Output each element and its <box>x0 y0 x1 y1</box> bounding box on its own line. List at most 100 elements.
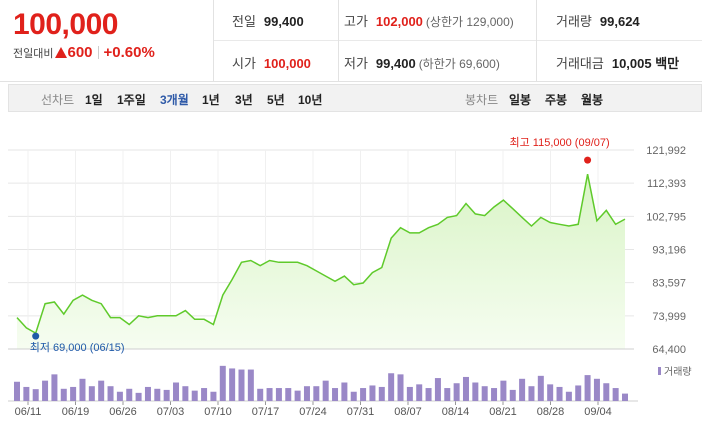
price-chart: 121,992 112,393 102,795 93,196 83,597 73,999 6… <box>0 112 702 436</box>
amount-label: 거래대금 <box>556 56 604 71</box>
volume-value: 99,624 <box>599 14 640 29</box>
x-tick-label: 07/31 <box>347 406 375 418</box>
period-1d[interactable]: 1일 <box>85 93 103 107</box>
period-5y[interactable]: 5년 <box>267 93 285 107</box>
volume-bar <box>388 373 395 401</box>
volume-bar <box>472 382 479 401</box>
volume-bar <box>397 374 404 401</box>
volume-bar <box>70 386 77 401</box>
candle-weekly[interactable]: 주봉 <box>545 93 568 107</box>
price-change: 전일대비 600 +0.60% <box>13 44 155 62</box>
volume-bar <box>612 388 619 401</box>
current-price: 100,000 <box>13 8 118 41</box>
volume-bar <box>126 388 133 401</box>
change-label: 전일대비 <box>13 48 54 60</box>
x-tick-label: 08/28 <box>537 406 565 418</box>
volume-bar <box>360 388 367 401</box>
volume-bar <box>173 382 180 401</box>
period-3y[interactable]: 3년 <box>235 93 253 107</box>
period-10y[interactable]: 10년 <box>298 93 323 107</box>
volume-bar <box>191 390 198 401</box>
column-divider <box>536 0 537 82</box>
period-3m[interactable]: 3개월 <box>160 93 189 107</box>
prev-close-label: 전일 <box>232 14 256 29</box>
volume-bar <box>481 386 488 401</box>
price-area <box>17 174 625 349</box>
open-value: 100,000 <box>263 56 311 71</box>
volume-bar <box>622 393 628 401</box>
x-tick-label: 07/24 <box>299 406 327 418</box>
volume-bar <box>303 386 310 401</box>
price-chart-svg: 121,992 112,393 102,795 93,196 83,597 73,999 6… <box>8 136 692 418</box>
volume-bar <box>210 391 217 401</box>
y-tick-label: 64,400 <box>652 344 686 356</box>
volume-bar <box>509 389 516 401</box>
volume-bar <box>519 378 526 401</box>
y-tick-label: 93,196 <box>652 245 686 257</box>
volume-bar <box>219 365 226 401</box>
y-tick-label: 112,393 <box>647 178 686 190</box>
volume-bar <box>537 375 544 401</box>
period-selector: 선차트 1일 1주일 3개월 1년 3년 5년 10년 봉차트 일봉 주봉 월봉 <box>8 84 702 112</box>
volume-bar <box>350 391 357 401</box>
prev-close-value: 99,400 <box>263 14 304 29</box>
low-stat: 저가 99,400 (하한가 69,600) <box>344 53 500 72</box>
volume-bar <box>565 391 572 401</box>
volume-bar <box>229 368 236 401</box>
volume-bar <box>369 385 376 401</box>
amount-stat: 거래대금 10,005 백만 <box>556 53 679 72</box>
candle-monthly[interactable]: 월봉 <box>581 93 604 107</box>
volume-bar <box>547 384 554 401</box>
period-1w[interactable]: 1주일 <box>117 93 146 107</box>
volume-bar <box>88 386 95 401</box>
volume-bar <box>144 386 151 401</box>
volume-bar <box>182 386 189 401</box>
quote-summary: 100,000 전일대비 600 +0.60% 전일 99,400 고가 102,000… <box>0 0 702 82</box>
x-tick-label: 08/21 <box>489 406 517 418</box>
high-stat: 고가 102,000 (상한가 129,000) <box>344 11 514 30</box>
x-tick-label: 07/10 <box>204 406 232 418</box>
volume-bar <box>135 392 142 401</box>
divider <box>97 46 99 59</box>
lower-limit: (하한가 69,600) <box>418 57 500 71</box>
volume-label: 거래량 <box>556 14 592 29</box>
low-marker <box>32 332 40 340</box>
low-label: 저가 <box>344 56 368 71</box>
volume-bar <box>238 369 245 401</box>
volume-bar <box>285 388 292 401</box>
volume-bar <box>163 389 170 401</box>
candle-daily[interactable]: 일봉 <box>509 93 532 107</box>
change-amount: 600 <box>67 44 93 61</box>
volume-bar <box>332 388 339 401</box>
high-value: 102,000 <box>375 14 423 29</box>
y-tick-label: 83,597 <box>652 278 686 290</box>
volume-bar <box>575 385 582 401</box>
x-tick-label: 08/14 <box>442 406 470 418</box>
volume-legend-swatch <box>658 367 661 375</box>
volume-bar <box>434 378 441 401</box>
change-rate: +0.60% <box>103 44 155 61</box>
x-tick-label: 06/19 <box>62 406 90 418</box>
y-tick-label: 121,992 <box>646 145 686 157</box>
low-value: 99,400 <box>375 56 416 71</box>
volume-bar <box>257 388 264 401</box>
volume-stat: 거래량 99,624 <box>556 11 640 30</box>
volume-bar <box>528 386 535 401</box>
volume-bar <box>266 388 273 401</box>
volume-bar <box>247 369 254 401</box>
period-1y[interactable]: 1년 <box>202 93 220 107</box>
volume-bar <box>60 388 67 401</box>
volume-bar <box>425 388 432 401</box>
volume-bar <box>491 388 498 401</box>
current-price-box: 100,000 전일대비 600 +0.60% <box>0 0 214 82</box>
line-chart-label: 선차트 <box>41 93 75 107</box>
volume-bar <box>51 374 58 401</box>
volume-legend-label: 거래량 <box>664 366 692 378</box>
column-divider <box>338 0 339 82</box>
volume-bar <box>462 376 469 401</box>
volume-bar <box>201 388 208 401</box>
x-tick-label: 08/07 <box>394 406 422 418</box>
volume-bar <box>341 382 348 401</box>
open-stat: 시가 100,000 <box>232 53 311 72</box>
high-marker <box>584 156 592 164</box>
